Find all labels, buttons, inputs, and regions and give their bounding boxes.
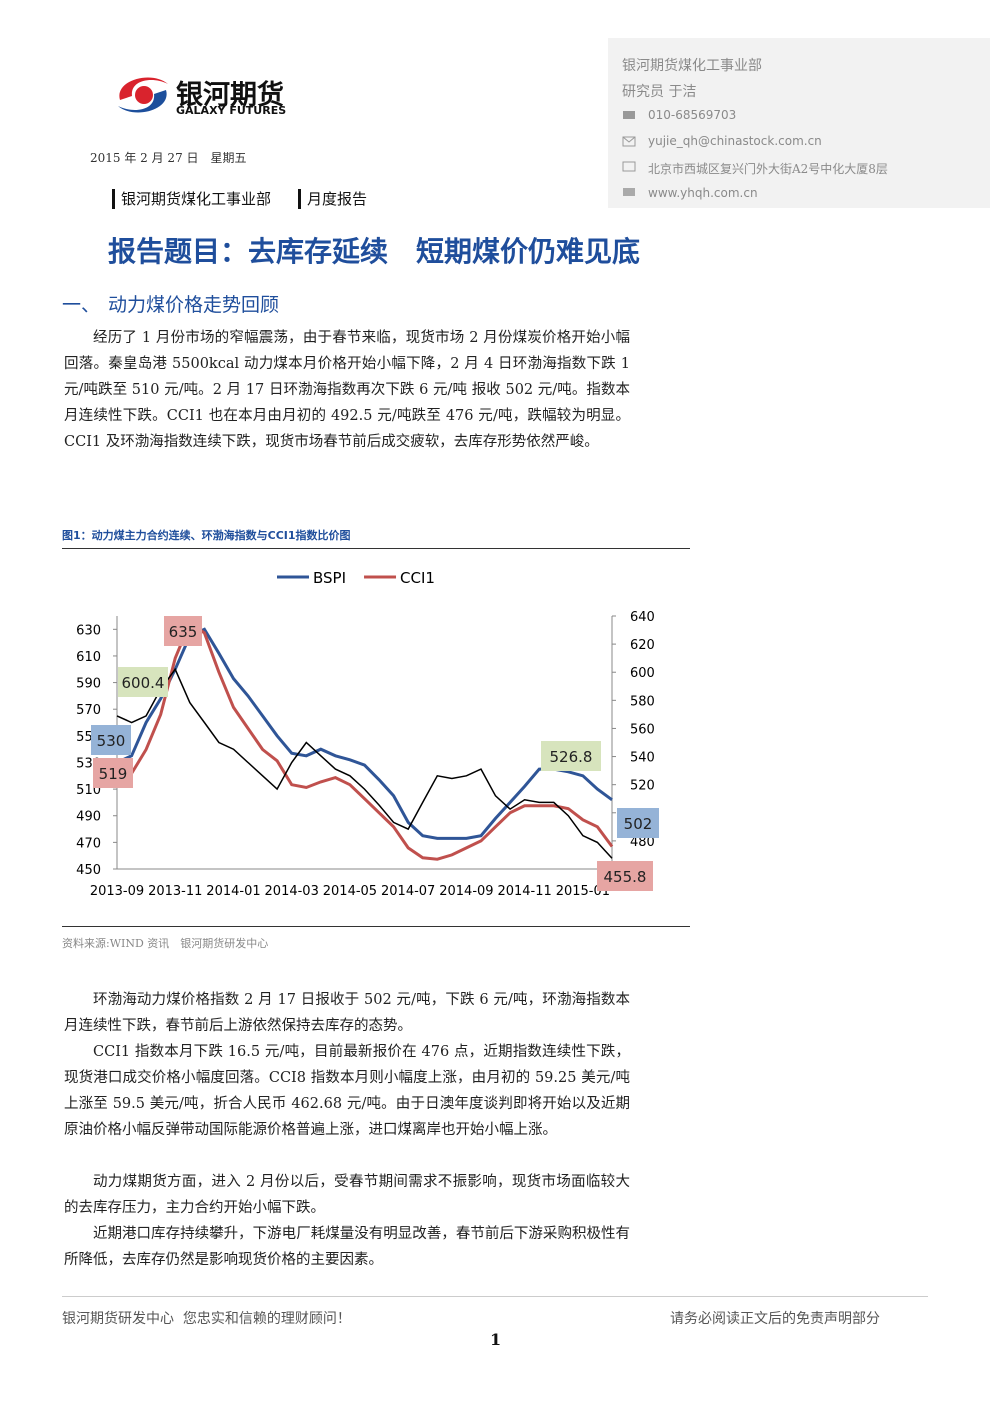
- footer-rule: [62, 1296, 928, 1297]
- footer-right: 请务必阅读正文后的免责声明部分: [670, 1311, 880, 1327]
- contact-icons: [622, 111, 636, 196]
- y-tick-label: 470: [76, 836, 101, 851]
- annotation-label: 519: [99, 765, 128, 783]
- y-tick-label: 570: [76, 703, 101, 718]
- x-tick-label: 2014-11: [497, 884, 551, 899]
- section-heading: 动力煤价格走势回顾: [108, 294, 280, 316]
- y-tick-label: 490: [76, 810, 101, 825]
- annotation-box: [541, 741, 601, 771]
- contact-department: 银河期货煤化工事业部: [622, 58, 762, 74]
- y-tick-label: 630: [76, 623, 101, 638]
- rule: [62, 926, 690, 927]
- y2-tick-label: 560: [630, 722, 655, 737]
- x-tick-label: 2013-11: [148, 884, 202, 899]
- annotation-box: [597, 861, 653, 891]
- annotation-box: [118, 667, 168, 697]
- annotation-label: 530: [97, 732, 126, 750]
- department: 银河期货煤化工事业部: [112, 189, 271, 209]
- date: 2015 年 2 月 27 日 星期五: [90, 151, 247, 165]
- page-number: 1: [490, 1330, 502, 1349]
- contact-box: [608, 38, 990, 208]
- x-tick-label: 2014-05: [323, 884, 377, 899]
- y2-tick-label: 480: [630, 835, 655, 850]
- annotation-label: 600.4: [122, 674, 165, 692]
- y2-tick-label: 640: [630, 610, 655, 625]
- report-type: 月度报告: [298, 189, 367, 209]
- contact-phone: 010-68569703: [648, 108, 737, 122]
- contact-address: 北京市西城区复兴门外大街A2号中化大厦8层: [648, 162, 888, 176]
- figure-caption: 图1：动力煤主力合约连续、环渤海指数与CCI1指数比价图: [62, 529, 351, 542]
- section-number: 一、: [62, 294, 101, 316]
- y2-tick-label: 520: [630, 779, 655, 794]
- y-tick-label: 610: [76, 650, 101, 665]
- logo-cn: 银河期货: [176, 80, 284, 111]
- x-tick-label: 2014-09: [439, 884, 493, 899]
- annotation-box: [164, 616, 202, 646]
- series-line: [116, 667, 613, 859]
- y-tick-label: 590: [76, 677, 101, 692]
- y2-tick-label: 580: [630, 694, 655, 709]
- series-line: [116, 620, 614, 861]
- contact-email: yujie_qh@chinastock.com.cn: [648, 134, 822, 148]
- legend-label: CCI1: [400, 569, 435, 587]
- annotation-label: 502: [624, 815, 653, 833]
- rule: [62, 548, 690, 549]
- annotation-box: [91, 725, 131, 755]
- logo-en: GALAXY FUTURES: [176, 104, 287, 117]
- annotation-box: [617, 808, 659, 838]
- y2-tick-label: 540: [630, 751, 655, 766]
- annotation-label: 635: [169, 623, 198, 641]
- y2-tick-label: 600: [630, 666, 655, 681]
- paragraph: 环渤海动力煤价格指数 2 月 17 日报收于 502 元/吨，下跌 6 元/吨，…: [64, 992, 630, 1034]
- paragraph: 经历了 1 月份市场的窄幅震荡，由于春节来临，现货市场 2 月份煤炭价格开始小幅…: [64, 330, 630, 450]
- report-title: 报告题目：去库存延续 短期煤价仍难见底: [108, 235, 641, 268]
- paragraph: 近期港口库存持续攀升，下游电厂耗煤量没有明显改善，春节前后下游采购积极性有所降低…: [64, 1226, 630, 1268]
- x-tick-label: 2015-01: [556, 884, 610, 899]
- x-tick-label: 2014-07: [381, 884, 435, 899]
- y2-tick-label: 620: [630, 638, 655, 653]
- chart: 4504704905105305505705906106304805005205…: [76, 569, 659, 899]
- x-tick-label: 2014-01: [206, 884, 260, 899]
- contact-analyst: 研究员 于洁: [622, 84, 697, 100]
- paragraph: 动力煤期货方面，进入 2 月份以后，受春节期间需求不振影响，现货市场面临较大的去…: [64, 1174, 630, 1216]
- figure-source: 资料来源:WIND 资讯 银河期货研发中心: [62, 937, 269, 950]
- logo-icon: [118, 77, 168, 113]
- annotation-label: 455.8: [604, 868, 647, 886]
- annotation-box: [93, 758, 133, 788]
- annotation-label: 526.8: [550, 748, 593, 766]
- paragraph: CCI1 指数本月下跌 16.5 元/吨，目前最新报价在 476 点，近期指数连…: [64, 1044, 630, 1138]
- x-tick-label: 2013-09: [90, 884, 144, 899]
- legend-label: BSPI: [313, 569, 346, 587]
- footer-left: 银河期货研发中心 您忠实和信赖的理财顾问！: [62, 1311, 351, 1327]
- contact-website: www.yhqh.com.cn: [648, 186, 758, 200]
- x-tick-label: 2014-03: [265, 884, 319, 899]
- y-tick-label: 450: [76, 863, 101, 878]
